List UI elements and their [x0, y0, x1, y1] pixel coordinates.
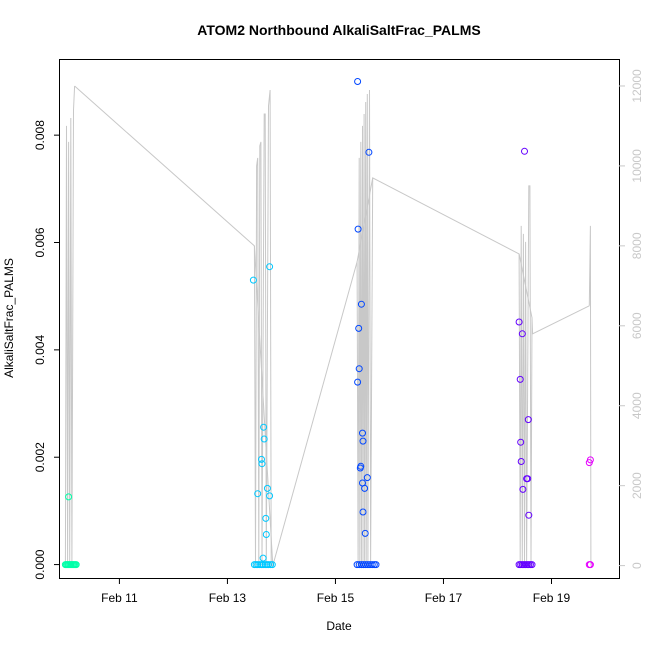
- data-point: [266, 263, 274, 271]
- y-tick-label: 0.000: [33, 549, 47, 579]
- data-point: [266, 492, 274, 500]
- y-axis-label: AlkaliSaltFrac_PALMS: [2, 258, 16, 378]
- data-point: [262, 531, 270, 538]
- x-tick-label: Feb 19: [533, 591, 571, 605]
- data-point: [516, 375, 524, 383]
- data-point: [359, 429, 366, 437]
- y2-tick-label: 6000: [630, 312, 644, 339]
- y-tick-label: 0.006: [33, 227, 47, 257]
- data-point: [249, 276, 257, 284]
- data-points: [61, 78, 594, 569]
- data-point: [361, 529, 369, 537]
- y2-tick-label: 4000: [630, 392, 644, 419]
- data-point: [258, 460, 266, 468]
- altitude-series: [64, 85, 592, 567]
- chart-title: ATOM2 Northbound AlkaliSaltFrac_PALMS: [197, 22, 480, 38]
- data-point: [525, 511, 533, 519]
- altitude-transit-line: [74, 85, 590, 566]
- y2-tick-label: 0: [630, 562, 644, 569]
- plot-frame: [59, 59, 620, 579]
- data-point: [260, 423, 268, 431]
- altitude-line-flight-4: [518, 185, 533, 566]
- data-point: [363, 474, 371, 482]
- data-point: [359, 437, 367, 445]
- altitude-line-flight-5: [588, 225, 592, 566]
- y2-tick-label: 12000: [630, 69, 644, 103]
- data-point: [521, 147, 528, 155]
- data-point: [65, 493, 73, 501]
- data-point-zero: [268, 561, 276, 569]
- data-point: [515, 318, 523, 326]
- data-point: [260, 435, 268, 443]
- data-point: [357, 462, 365, 470]
- y-tick-label: 0.004: [33, 335, 47, 365]
- data-point: [517, 458, 525, 465]
- data-point: [263, 484, 271, 492]
- data-point: [524, 475, 532, 483]
- x-tick-label: Feb 13: [209, 591, 247, 605]
- data-point-zero: [372, 561, 380, 569]
- data-point: [262, 514, 270, 522]
- data-point: [519, 485, 527, 493]
- data-point-zero: [586, 561, 594, 569]
- x-tick-label: Feb 15: [317, 591, 355, 605]
- y-tick-label: 0.002: [33, 442, 47, 472]
- data-point: [258, 455, 265, 463]
- data-point: [518, 330, 526, 338]
- data-point: [355, 365, 363, 373]
- data-point-zero: [368, 561, 376, 569]
- y2-tick-label: 10000: [630, 149, 644, 183]
- data-point: [524, 416, 532, 424]
- data-point-zero: [254, 561, 262, 569]
- data-point: [361, 484, 369, 492]
- data-point-zero: [72, 561, 80, 569]
- y2-tick-label: 2000: [630, 472, 644, 499]
- y-tick-label: 0.008: [33, 120, 47, 150]
- x-axis: Feb 11 Feb 13 Feb 15 Feb 17 Feb 19: [101, 578, 570, 605]
- data-point: [359, 508, 367, 516]
- data-point: [357, 300, 365, 308]
- x-tick-label: Feb 17: [425, 591, 463, 605]
- data-point-zero: [265, 561, 272, 569]
- data-point: [354, 225, 362, 233]
- data-point-zero: [528, 561, 536, 569]
- y2-tick-label: 8000: [630, 232, 644, 259]
- data-point: [254, 490, 262, 498]
- data-point: [355, 324, 363, 332]
- data-point: [354, 378, 362, 386]
- altitude-line-flight-3: [356, 89, 374, 566]
- data-point: [517, 438, 525, 446]
- x-tick-label: Feb 11: [101, 591, 138, 605]
- data-point: [259, 554, 267, 562]
- y-axis: 0.000 0.002 0.004 0.006 0.008: [33, 120, 60, 580]
- data-point: [586, 456, 594, 464]
- data-point: [365, 148, 373, 156]
- x-axis-label: Date: [326, 619, 352, 633]
- y-axis-right: 0 2000 4000 6000 8000 10000 12000: [619, 69, 644, 569]
- data-point: [354, 78, 362, 85]
